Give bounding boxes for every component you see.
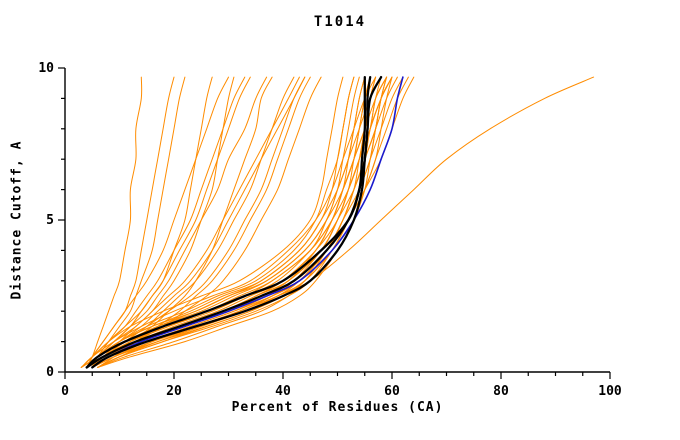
series-blue	[91, 76, 404, 369]
series-orange	[91, 76, 273, 368]
series-orange	[86, 76, 306, 368]
y-tick-label: 10	[38, 61, 54, 76]
series-orange	[80, 76, 344, 368]
series-orange	[97, 76, 595, 368]
y-tick-label: 5	[46, 213, 54, 228]
series-orange	[86, 76, 229, 368]
series-orange	[97, 76, 382, 368]
x-axis-label: Percent of Residues (CA)	[231, 400, 444, 415]
series-black	[85, 75, 383, 369]
x-tick-label: 0	[61, 384, 69, 399]
x-tick-label: 80	[493, 384, 509, 399]
x-tick-label: 20	[166, 384, 182, 399]
series-orange	[86, 76, 143, 368]
series-orange	[80, 76, 246, 368]
series-orange	[86, 76, 300, 368]
x-tick-label: 60	[384, 384, 400, 399]
chart-title: T1014	[313, 14, 367, 30]
series-black	[85, 75, 367, 369]
series-orange	[97, 76, 388, 368]
x-tick-label: 100	[598, 384, 622, 399]
series-orange	[80, 76, 355, 368]
x-tick-label: 40	[275, 384, 291, 399]
y-tick-label: 0	[46, 365, 54, 380]
series-orange	[91, 76, 268, 368]
